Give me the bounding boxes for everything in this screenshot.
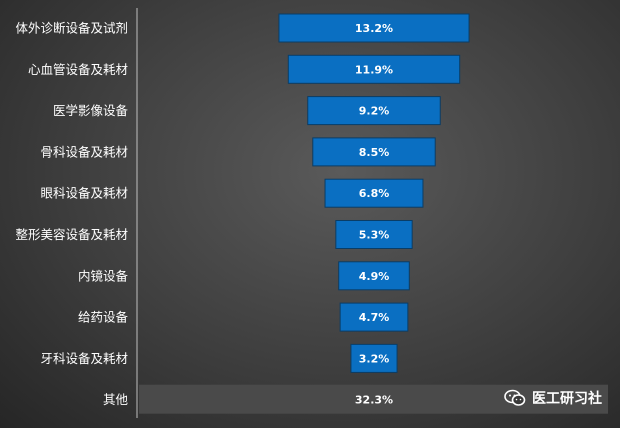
category-label: 骨科设备及耗材 xyxy=(40,144,128,159)
bar xyxy=(307,96,441,126)
value-label: 11.9% xyxy=(355,63,393,76)
category-label: 眼科设备及耗材 xyxy=(40,186,128,201)
watermark-text: 医工研习社 xyxy=(532,391,602,407)
value-label: 32.3% xyxy=(355,394,393,407)
bar xyxy=(312,137,436,167)
category-label: 体外诊断设备及试剂 xyxy=(15,21,128,36)
category-label: 其他 xyxy=(103,392,129,407)
bar xyxy=(338,261,410,291)
value-label: 4.7% xyxy=(359,311,390,324)
category-label: 整形美容设备及耗材 xyxy=(15,227,128,242)
value-label: 9.2% xyxy=(359,105,390,118)
category-label: 心血管设备及耗材 xyxy=(28,62,128,77)
value-label: 3.2% xyxy=(359,352,390,365)
category-label: 牙科设备及耗材 xyxy=(40,351,128,366)
category-label: 给药设备 xyxy=(78,310,129,325)
category-label: 医学影像设备 xyxy=(53,103,129,118)
value-label: 6.8% xyxy=(359,187,390,200)
bar xyxy=(278,13,470,43)
value-label: 13.2% xyxy=(355,22,393,35)
category-label: 内镜设备 xyxy=(78,268,129,283)
bar xyxy=(139,384,608,414)
watermark: 医工研习社 xyxy=(504,388,602,408)
bar-group: 体外诊断设备及试剂 13.2% 心血管设备及耗材 11.9% 医学影像设备 9.2% 骨科设… xyxy=(15,13,608,414)
bar xyxy=(339,302,409,332)
value-label: 4.9% xyxy=(359,270,390,283)
bar xyxy=(324,178,424,208)
bar xyxy=(350,343,398,373)
bar xyxy=(287,54,461,84)
bar xyxy=(335,220,413,249)
wechat-icon xyxy=(504,389,526,406)
value-label: 8.5% xyxy=(359,146,390,159)
value-label: 5.3% xyxy=(359,229,390,242)
